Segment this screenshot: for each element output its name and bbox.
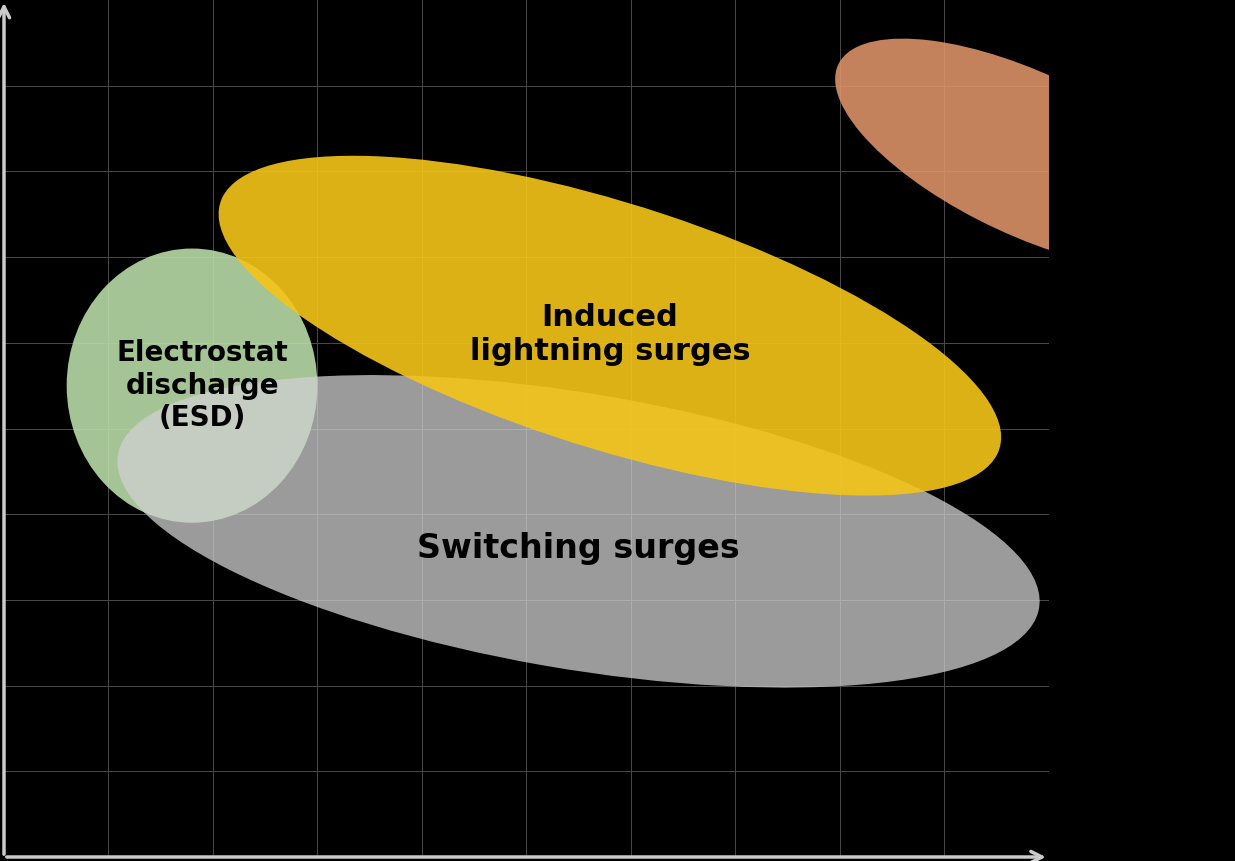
Ellipse shape: [835, 39, 1220, 269]
Ellipse shape: [117, 375, 1040, 688]
Ellipse shape: [219, 156, 1002, 496]
Ellipse shape: [67, 249, 317, 523]
Text: Induced
lightning surges: Induced lightning surges: [469, 303, 750, 366]
Text: Di
lightning s: Di lightning s: [1070, 141, 1235, 201]
Text: Electrostat
discharge
(ESD): Electrostat discharge (ESD): [116, 339, 288, 432]
Text: Switching surges: Switching surges: [417, 532, 740, 565]
